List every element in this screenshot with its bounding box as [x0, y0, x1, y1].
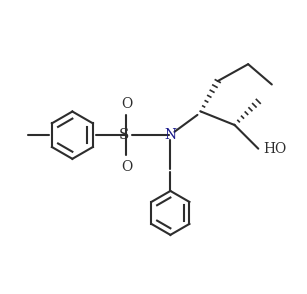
Text: HO: HO: [263, 142, 287, 156]
Text: S: S: [119, 128, 129, 142]
Text: O: O: [121, 97, 132, 111]
Text: O: O: [121, 160, 132, 173]
Text: N: N: [164, 128, 177, 142]
